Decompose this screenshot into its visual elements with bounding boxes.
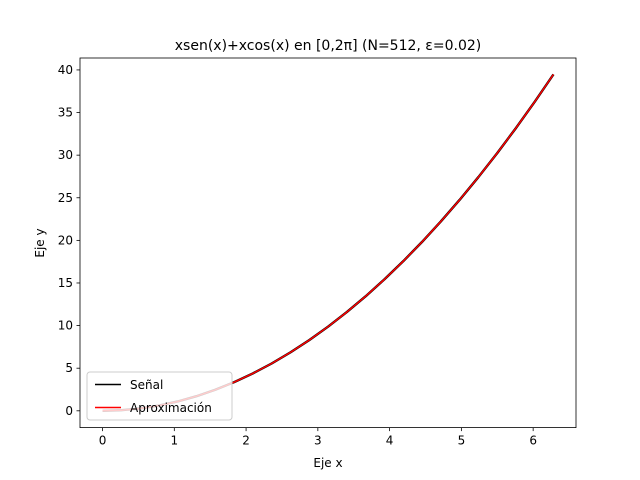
y-tick-label: 15 — [58, 276, 73, 290]
plot-frame — [79, 57, 577, 429]
y-tick-label: 35 — [58, 106, 73, 120]
y-axis: 0 5 10 15 20 25 30 35 40 — [58, 63, 80, 418]
legend-label-senal: Señal — [130, 378, 163, 392]
x-tick-label: 4 — [386, 434, 394, 448]
y-axis-label: Eje y — [33, 228, 47, 257]
x-tick-label: 1 — [170, 434, 178, 448]
x-tick-label: 3 — [314, 434, 322, 448]
legend-label-aproximacion: Aproximación — [130, 401, 212, 415]
y-tick-label: 10 — [58, 319, 73, 333]
x-tick-label: 5 — [458, 434, 466, 448]
x-tick-label: 2 — [242, 434, 250, 448]
legend: Señal Aproximación — [86, 371, 233, 421]
x-tick-label: 6 — [529, 434, 537, 448]
y-tick-label: 0 — [65, 404, 73, 418]
legend-box — [86, 371, 233, 421]
y-tick-label: 25 — [58, 191, 73, 205]
plot-area — [80, 58, 576, 428]
y-tick-label: 30 — [58, 148, 73, 162]
x-axis-label: Eje x — [313, 456, 342, 470]
y-tick-label: 40 — [58, 63, 73, 77]
x-axis: 0 1 2 3 4 5 6 — [99, 427, 537, 448]
x-tick-label: 0 — [99, 434, 107, 448]
y-tick-label: 20 — [58, 233, 73, 247]
y-tick-label: 5 — [65, 361, 73, 375]
chart-title: xsen(x)+xcos(x) en [0,2π] (N=512, ε=0.02… — [175, 38, 481, 54]
